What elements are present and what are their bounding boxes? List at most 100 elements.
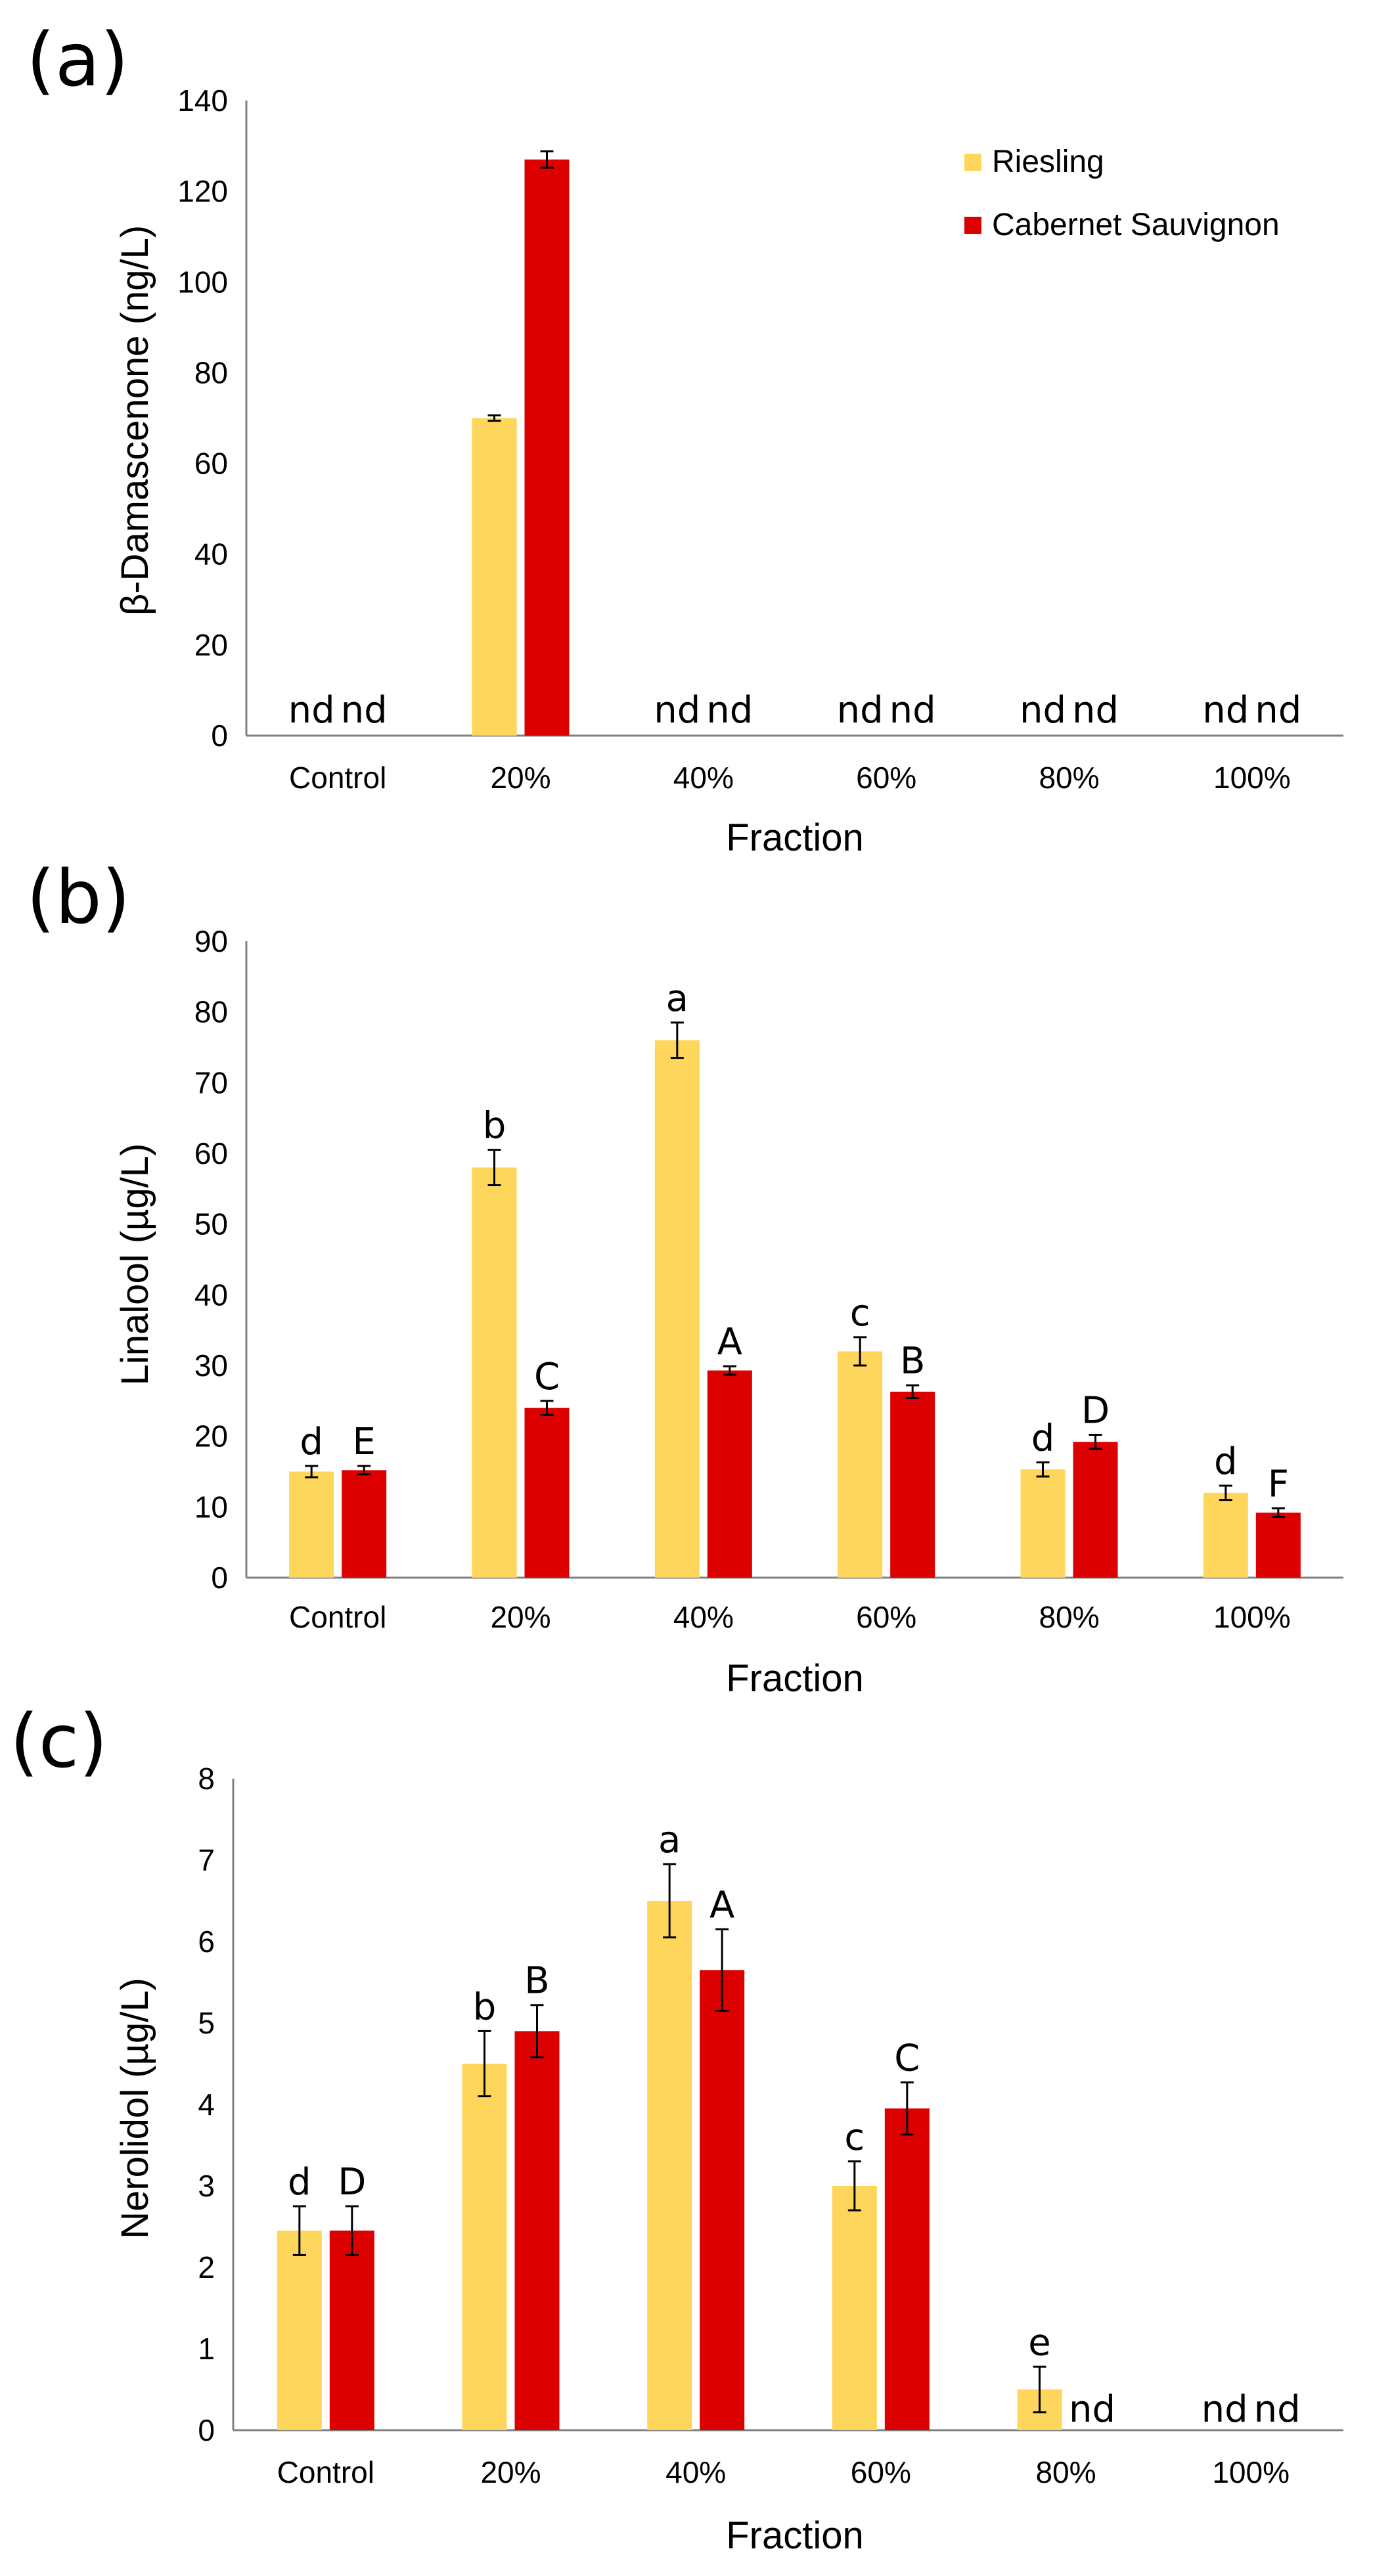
x-tick-label-c: 40%	[665, 2455, 726, 2489]
y-tick-label-b: 0	[211, 1561, 228, 1595]
bar-cabernet	[524, 159, 570, 736]
significance-letter-riesling: d	[1214, 1440, 1238, 1483]
x-axis-title-b: Fraction	[726, 1657, 864, 1700]
significance-letter-cabernet: B	[900, 1340, 925, 1383]
significance-letter-riesling: b	[483, 1105, 506, 1147]
bar-cabernet	[342, 1470, 387, 1578]
x-axis-title-a: Fraction	[726, 816, 864, 859]
x-tick-label-c: 100%	[1212, 2455, 1290, 2489]
nd-label-cabernet: nd	[1069, 2388, 1115, 2431]
y-tick-label-b: 70	[194, 1065, 228, 1099]
bar-cabernet	[884, 2108, 930, 2430]
y-axis-title-c: Nerolidol (µg/L)	[114, 1978, 156, 2239]
significance-letter-riesling: e	[1028, 2321, 1050, 2364]
significance-letter-cabernet: D	[1081, 1390, 1110, 1432]
legend-swatch-riesling	[964, 154, 981, 171]
significance-letter-riesling: a	[658, 1819, 681, 1861]
y-tick-label-c: 0	[198, 2413, 215, 2447]
x-tick-label-b: Control	[289, 1600, 386, 1634]
nd-label-riesling: nd	[837, 689, 884, 732]
bar-cabernet	[1255, 1512, 1301, 1578]
bar-cabernet	[707, 1370, 752, 1578]
y-tick-label-c: 8	[198, 1762, 215, 1796]
legend: Riesling Cabernet Sauvignon	[964, 144, 1280, 242]
x-tick-label-c: 20%	[480, 2455, 541, 2489]
bar-riesling	[289, 1471, 334, 1578]
y-tick-label-a: 140	[177, 83, 228, 118]
significance-letter-cabernet: C	[534, 1356, 560, 1398]
bar-riesling	[277, 2231, 322, 2430]
y-tick-label-b: 50	[194, 1207, 228, 1241]
significance-letter-riesling: d	[288, 2161, 311, 2204]
legend-label-cabernet: Cabernet Sauvignon	[992, 208, 1280, 242]
bar-riesling	[838, 1351, 883, 1578]
y-axis-title-b: Linalool (µg/L)	[114, 1144, 156, 1386]
y-tick-label-b: 10	[194, 1490, 228, 1524]
nd-label-riesling: nd	[1202, 689, 1249, 732]
bar-riesling	[647, 1901, 692, 2430]
x-tick-label-c: 80%	[1035, 2455, 1096, 2489]
y-tick-label-c: 2	[198, 2250, 215, 2284]
x-tick-label-a: 60%	[856, 761, 916, 795]
x-tick-label-a: 20%	[490, 761, 551, 795]
significance-letter-cabernet: C	[894, 2037, 920, 2080]
chart-panel-c: (c) Nerolidol (µg/L) Fraction 0 1 2 3 4 5 6 7 8 C…	[10, 1699, 1343, 2557]
significance-letter-cabernet: F	[1268, 1463, 1289, 1505]
bar-riesling	[472, 1167, 517, 1578]
x-tick-label-a: 100%	[1213, 761, 1291, 795]
x-tick-label-c: 60%	[851, 2455, 911, 2489]
bar-riesling	[1020, 1469, 1066, 1578]
legend-label-riesling: Riesling	[992, 144, 1104, 179]
nd-label-riesling: nd	[654, 689, 700, 732]
bar-riesling	[832, 2186, 877, 2430]
y-tick-label-b: 20	[194, 1419, 228, 1454]
nd-label-riesling: nd	[1202, 2388, 1248, 2431]
bar-cabernet	[329, 2231, 374, 2430]
y-tick-label-c: 5	[198, 2006, 215, 2040]
y-tick-label-a: 20	[194, 628, 228, 662]
bar-riesling	[654, 1040, 700, 1578]
significance-letter-cabernet: A	[717, 1321, 742, 1364]
x-tick-label-b: 20%	[490, 1600, 551, 1634]
panel-label-b: (b)	[26, 855, 130, 941]
chart-panel-b: (b) Linalool (µg/L) Fraction 0 10 20 30 40 50…	[26, 855, 1343, 1700]
panel-label-a: (a)	[26, 18, 129, 103]
significance-letter-cabernet: D	[338, 2161, 366, 2204]
significance-letter-cabernet: B	[524, 1960, 549, 2003]
significance-letter-cabernet: E	[352, 1421, 375, 1463]
x-tick-label-b: 60%	[856, 1600, 916, 1634]
y-tick-label-a: 60	[194, 447, 228, 481]
x-tick-label-a: 80%	[1039, 761, 1099, 795]
nd-label-riesling: nd	[288, 689, 335, 732]
y-tick-label-b: 80	[194, 995, 228, 1029]
significance-letter-riesling: d	[300, 1421, 323, 1463]
bar-cabernet	[700, 1970, 745, 2430]
y-tick-label-b: 60	[194, 1136, 228, 1170]
y-tick-label-c: 7	[198, 1843, 215, 1877]
y-axis-title-a: β-Damascenone (ng/L)	[114, 225, 156, 615]
bar-riesling	[462, 2064, 507, 2430]
significance-letter-cabernet: A	[709, 1884, 734, 1926]
nd-label-cabernet: nd	[1072, 689, 1119, 732]
y-tick-label-a: 80	[194, 355, 228, 389]
x-tick-label-b: 80%	[1039, 1600, 1099, 1634]
y-tick-label-c: 3	[198, 2169, 215, 2203]
x-tick-label-a: 40%	[673, 761, 734, 795]
bar-cabernet	[890, 1391, 935, 1578]
significance-letter-riesling: c	[844, 2116, 865, 2159]
y-tick-label-a: 100	[177, 265, 228, 299]
significance-letter-riesling: a	[666, 977, 688, 1020]
bar-cabernet	[524, 1408, 570, 1578]
bar-cabernet	[1073, 1442, 1118, 1578]
y-tick-label-a: 0	[211, 719, 228, 753]
bar-riesling	[472, 418, 517, 736]
nd-label-cabernet: nd	[1255, 689, 1301, 732]
x-tick-label-c: Control	[277, 2455, 374, 2489]
significance-letter-riesling: d	[1031, 1417, 1055, 1460]
significance-letter-riesling: b	[473, 1986, 497, 2028]
y-tick-label-b: 90	[194, 924, 228, 958]
y-tick-label-b: 30	[194, 1348, 228, 1383]
nd-label-cabernet: nd	[341, 689, 388, 732]
